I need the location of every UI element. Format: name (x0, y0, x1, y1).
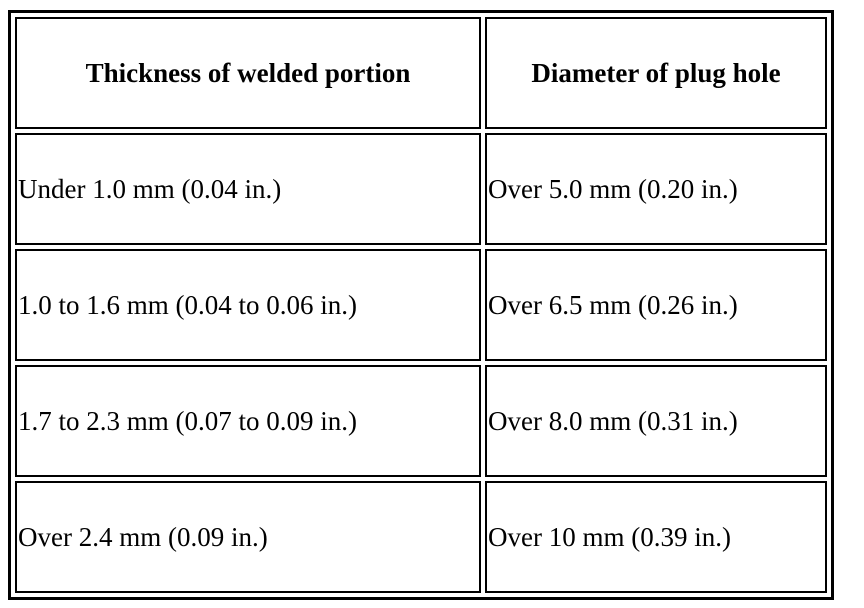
diameter-cell: Over 5.0 mm (0.20 in.) (485, 133, 827, 245)
table-row: 1.7 to 2.3 mm (0.07 to 0.09 in.) Over 8.… (15, 365, 827, 477)
diameter-cell: Over 6.5 mm (0.26 in.) (485, 249, 827, 361)
header-row: Thickness of welded portion Diameter of … (15, 17, 827, 129)
thickness-cell: 1.0 to 1.6 mm (0.04 to 0.06 in.) (15, 249, 481, 361)
diameter-cell: Over 8.0 mm (0.31 in.) (485, 365, 827, 477)
thickness-cell: Under 1.0 mm (0.04 in.) (15, 133, 481, 245)
thickness-cell: 1.7 to 2.3 mm (0.07 to 0.09 in.) (15, 365, 481, 477)
header-diameter: Diameter of plug hole (485, 17, 827, 129)
header-thickness: Thickness of welded portion (15, 17, 481, 129)
table-row: 1.0 to 1.6 mm (0.04 to 0.06 in.) Over 6.… (15, 249, 827, 361)
plug-hole-table: Thickness of welded portion Diameter of … (8, 10, 834, 600)
diameter-cell: Over 10 mm (0.39 in.) (485, 481, 827, 593)
thickness-cell: Over 2.4 mm (0.09 in.) (15, 481, 481, 593)
table-row: Under 1.0 mm (0.04 in.) Over 5.0 mm (0.2… (15, 133, 827, 245)
table-row: Over 2.4 mm (0.09 in.) Over 10 mm (0.39 … (15, 481, 827, 593)
